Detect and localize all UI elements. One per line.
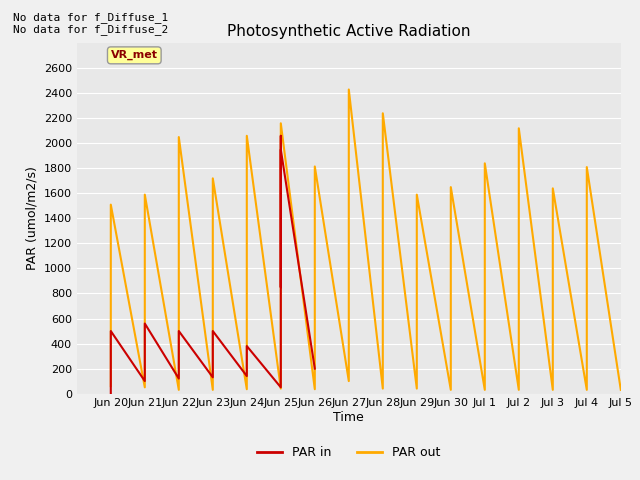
Text: No data for f_Diffuse_1
No data for f_Diffuse_2: No data for f_Diffuse_1 No data for f_Di… — [13, 12, 168, 36]
Y-axis label: PAR (umol/m2/s): PAR (umol/m2/s) — [25, 167, 38, 270]
X-axis label: Time: Time — [333, 411, 364, 424]
Title: Photosynthetic Active Radiation: Photosynthetic Active Radiation — [227, 24, 470, 39]
Text: VR_met: VR_met — [111, 50, 158, 60]
Legend: PAR in, PAR out: PAR in, PAR out — [252, 442, 445, 465]
